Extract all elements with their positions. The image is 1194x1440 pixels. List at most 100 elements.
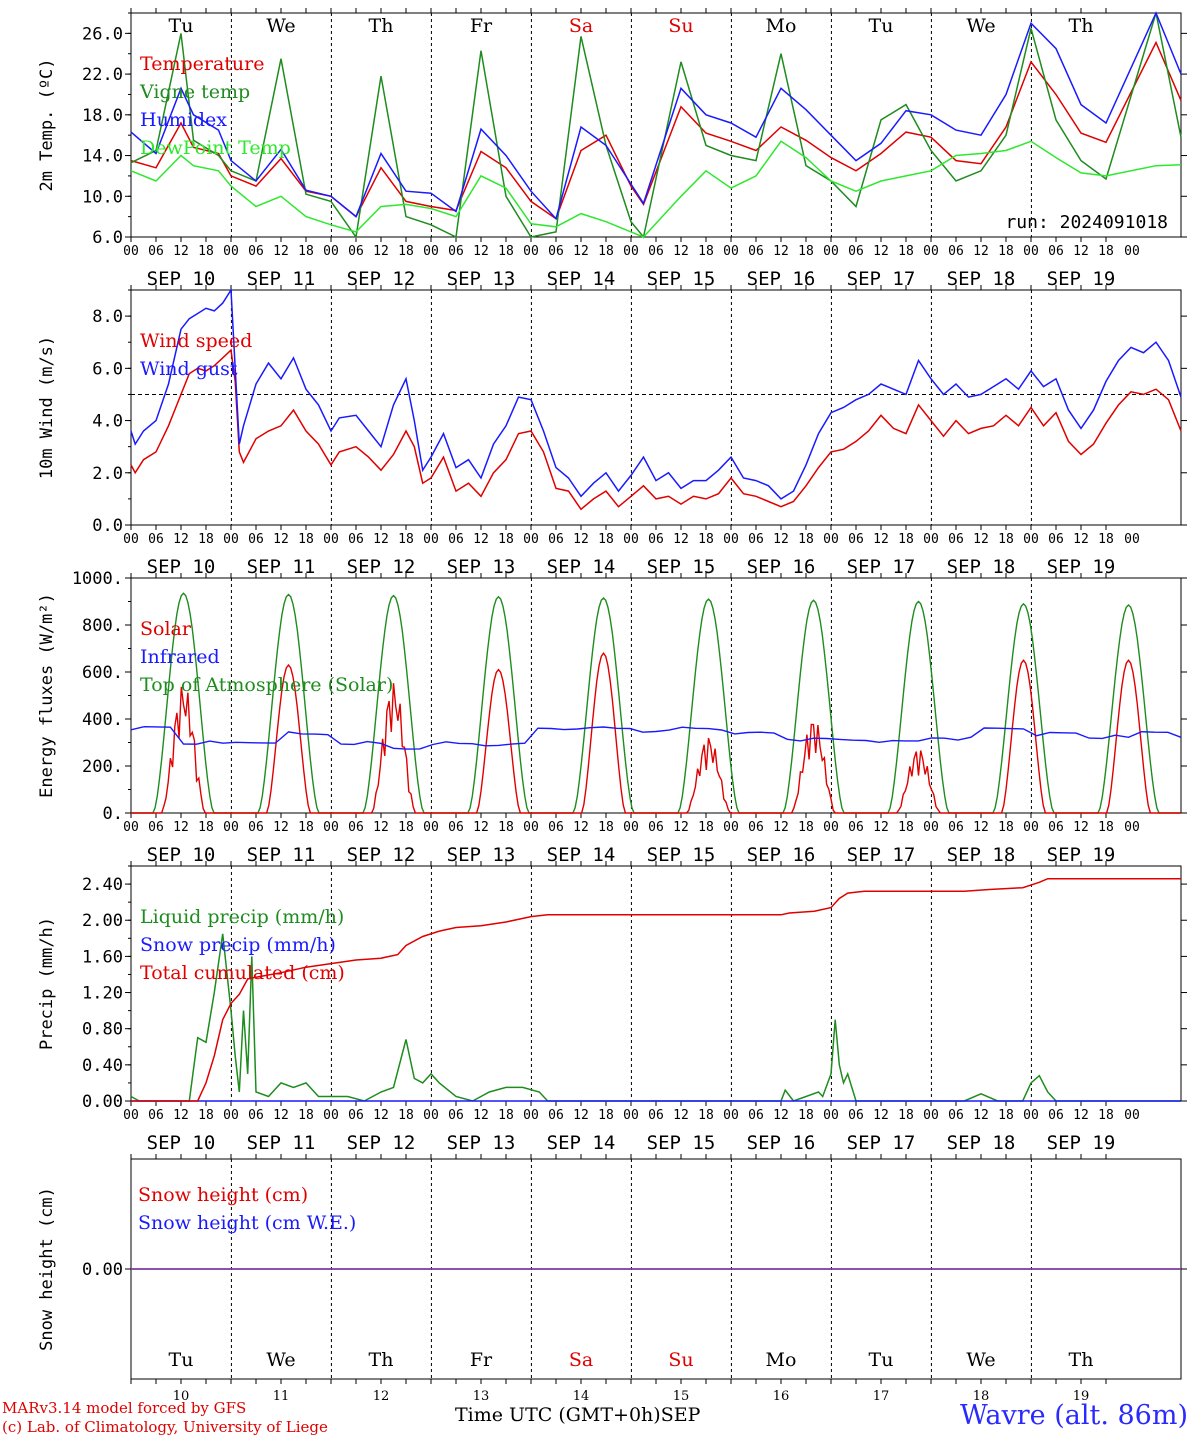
hour-tick-label: 18 — [398, 1108, 414, 1123]
hour-tick-label: 12 — [173, 820, 189, 835]
hour-tick-label: 00 — [723, 820, 739, 835]
hour-tick-label: 12 — [473, 244, 489, 259]
hour-tick-label: 18 — [298, 532, 314, 547]
hour-tick-label: 00 — [1124, 1108, 1140, 1123]
hour-tick-label: 12 — [973, 244, 989, 259]
legend-entry: Wind gust — [140, 358, 238, 380]
date-label: SEP 12 — [347, 268, 416, 290]
date-label: SEP 12 — [347, 556, 416, 578]
hour-tick-label: 18 — [998, 1108, 1014, 1123]
hour-tick-label: 18 — [1098, 1108, 1114, 1123]
hour-tick-label: 00 — [623, 532, 639, 547]
y-tick-label: 0.80 — [82, 1020, 123, 1040]
hour-tick-label: 00 — [823, 532, 839, 547]
weekday-label: Th — [369, 15, 394, 37]
hour-tick-label: 00 — [1023, 820, 1039, 835]
hour-tick-label: 12 — [573, 532, 589, 547]
hour-tick-label: 06 — [1048, 1108, 1064, 1123]
hour-tick-label: 12 — [873, 820, 889, 835]
hour-tick-label: 18 — [198, 1108, 214, 1123]
date-label: SEP 16 — [747, 844, 816, 866]
hour-tick-label: 18 — [698, 820, 714, 835]
legend-entry: Humidex — [140, 109, 227, 131]
hour-tick-label: 06 — [648, 532, 664, 547]
hour-tick-label: 00 — [723, 1108, 739, 1123]
y-tick-label: 26.0 — [82, 24, 123, 44]
day-number-label: 13 — [473, 1389, 490, 1404]
series-humidex — [130, 11, 1182, 221]
date-label: SEP 19 — [1047, 1132, 1116, 1154]
hour-tick-label: 12 — [173, 532, 189, 547]
legend-entry: Wind speed — [140, 330, 252, 352]
hour-tick-label: 00 — [223, 532, 239, 547]
date-label: SEP 18 — [947, 1132, 1016, 1154]
weekday-label: Su — [668, 15, 693, 37]
hour-tick-label: 00 — [423, 1108, 439, 1123]
hour-tick-label: 00 — [523, 532, 539, 547]
day-number-label: 18 — [973, 1389, 990, 1404]
hour-tick-label: 00 — [523, 820, 539, 835]
legend-entry: Temperature — [140, 53, 264, 75]
credit-line-model: MARv3.14 model forced by GFS — [2, 1399, 247, 1417]
hour-tick-label: 18 — [898, 1108, 914, 1123]
hour-tick-label: 06 — [848, 820, 864, 835]
hour-tick-label: 00 — [623, 244, 639, 259]
y-tick-label: 2.40 — [82, 875, 123, 895]
weekday-label: Fr — [470, 1349, 493, 1371]
hour-tick-label: 18 — [598, 820, 614, 835]
date-label: SEP 11 — [247, 1132, 316, 1154]
hour-tick-label: 12 — [1073, 820, 1089, 835]
weekday-label: Tu — [169, 1349, 194, 1371]
y-axis-label: 2m Temp. (ºC) — [37, 58, 57, 191]
hour-tick-label: 06 — [248, 532, 264, 547]
hour-tick-label: 12 — [673, 1108, 689, 1123]
hour-tick-label: 00 — [823, 244, 839, 259]
legend-entry: Top of Atmosphere (Solar) — [140, 674, 393, 696]
hour-tick-label: 00 — [323, 532, 339, 547]
hour-tick-label: 00 — [723, 532, 739, 547]
y-axis-label: Precip (mm/h) — [37, 917, 57, 1050]
hour-tick-label: 06 — [448, 244, 464, 259]
legend-entry: Infrared — [140, 646, 220, 668]
y-tick-label: 400. — [82, 710, 123, 730]
weekday-label: Fr — [470, 15, 493, 37]
hour-tick-label: 18 — [498, 820, 514, 835]
hour-tick-label: 12 — [873, 244, 889, 259]
hour-tick-label: 12 — [973, 1108, 989, 1123]
date-label: SEP 17 — [847, 844, 916, 866]
hour-tick-label: 12 — [673, 244, 689, 259]
hour-tick-label: 06 — [148, 244, 164, 259]
hour-tick-label: 00 — [623, 1108, 639, 1123]
hour-tick-label: 06 — [548, 820, 564, 835]
hour-tick-label: 06 — [448, 1108, 464, 1123]
hour-tick-label: 12 — [673, 532, 689, 547]
hour-tick-label: 06 — [448, 820, 464, 835]
time-axis-text: Time UTC (GMT+0h) — [455, 1404, 661, 1426]
date-label: SEP 16 — [747, 268, 816, 290]
y-tick-label: 600. — [82, 663, 123, 683]
weekday-label: Tu — [869, 15, 894, 37]
legend-entry: DewPoint Temp — [140, 137, 291, 159]
hour-tick-label: 06 — [148, 820, 164, 835]
hour-tick-label: 06 — [248, 820, 264, 835]
month-label: SEP — [660, 1404, 701, 1426]
hour-tick-label: 00 — [923, 532, 939, 547]
hour-tick-label: 12 — [873, 532, 889, 547]
hour-tick-label: 12 — [273, 820, 289, 835]
hour-tick-label: 00 — [123, 532, 139, 547]
weekday-label: Sa — [569, 15, 593, 37]
hour-tick-label: 18 — [798, 244, 814, 259]
date-label: SEP 17 — [847, 268, 916, 290]
weekday-label: Th — [1069, 15, 1094, 37]
hour-tick-label: 18 — [498, 1108, 514, 1123]
hour-tick-label: 06 — [1048, 820, 1064, 835]
hour-tick-label: 06 — [348, 532, 364, 547]
date-label: SEP 13 — [447, 844, 516, 866]
hour-tick-label: 18 — [398, 820, 414, 835]
weekday-label: Mo — [766, 1349, 797, 1371]
date-label: SEP 19 — [1047, 844, 1116, 866]
hour-tick-label: 18 — [698, 1108, 714, 1123]
date-label: SEP 10 — [147, 844, 216, 866]
weekday-label: Tu — [169, 15, 194, 37]
date-label: SEP 14 — [547, 1132, 616, 1154]
